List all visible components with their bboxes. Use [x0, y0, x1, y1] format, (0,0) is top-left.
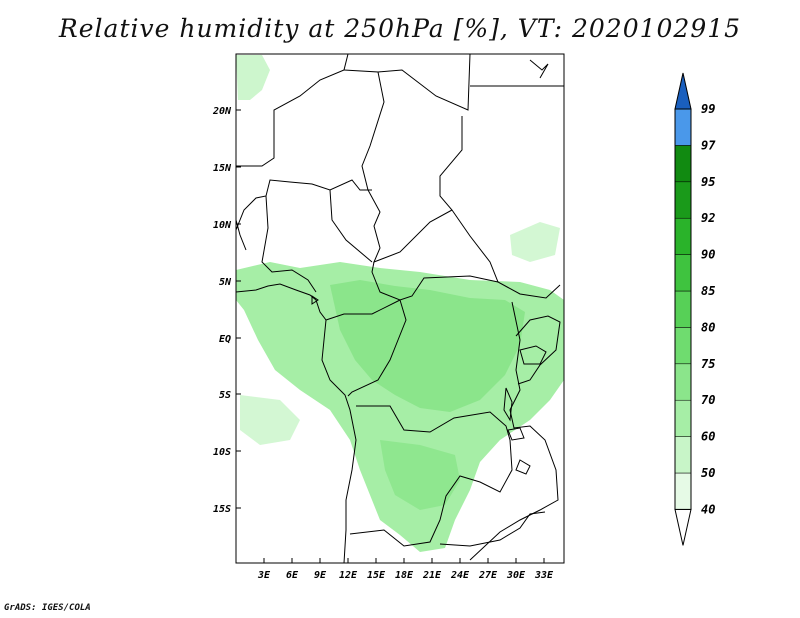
lon-label: 27E	[478, 570, 498, 581]
lon-label: 6E	[286, 570, 299, 581]
colorbar-label: 95	[701, 175, 715, 189]
humidity-field-south	[240, 395, 300, 445]
colorbar-label: 75	[701, 357, 715, 371]
humidity-field-south-core	[380, 440, 460, 510]
lat-label: 5S	[219, 390, 231, 401]
longitude-axis: 3E 6E 9E 12E 15E 18E 21E 24E 27E 30E 33E	[257, 558, 554, 581]
map-title: Relative humidity at 250hPa [%], VT: 202…	[58, 14, 742, 43]
lon-label: 15E	[367, 570, 386, 581]
colorbar-under-triangle	[674, 508, 692, 546]
colorbar-over-triangle	[674, 72, 692, 110]
colorbar-segment	[674, 217, 692, 255]
colorbar-segment	[674, 399, 692, 437]
lakes	[311, 59, 549, 475]
lon-label: 24E	[450, 570, 470, 581]
lat-label: 20N	[212, 106, 232, 117]
colorbar-label: 50	[701, 466, 715, 480]
grads-credit: GrADS: IGES/COLA	[4, 603, 91, 613]
colorbar-label: 85	[701, 284, 715, 298]
colorbar-label: 80	[701, 320, 715, 334]
lat-label: 15S	[213, 504, 231, 515]
lat-label: 10S	[213, 447, 231, 458]
colorbar-label: 97	[701, 138, 716, 152]
lon-label: 33E	[534, 570, 554, 581]
lon-label: 12E	[339, 570, 358, 581]
lon-label: 21E	[422, 570, 442, 581]
lon-label: 18E	[395, 570, 414, 581]
humidity-field-east	[510, 222, 560, 262]
humidity-shading	[236, 55, 564, 552]
colorbar-segment	[674, 108, 692, 146]
colorbar-segment	[674, 181, 692, 219]
colorbar-label: 90	[701, 248, 715, 262]
lat-label: 10N	[213, 220, 232, 231]
lon-label: 3E	[257, 570, 271, 581]
colorbar-segment	[674, 472, 692, 510]
colorbar-label: 70	[701, 393, 715, 407]
latitude-axis: 20N 15N 10N 5N EQ 5S 10S 15S	[212, 106, 241, 515]
humidity-field-north	[236, 55, 270, 100]
colorbar-label: 40	[701, 502, 715, 516]
colorbar-segment	[674, 436, 692, 474]
colorbar-label: 99	[701, 102, 715, 116]
colorbar-segment	[674, 327, 692, 365]
lat-label: 15N	[213, 163, 232, 174]
colorbar-label: 92	[701, 211, 715, 225]
lon-label: 9E	[314, 570, 327, 581]
colorbar-segment	[674, 290, 692, 328]
colorbar-segment	[674, 254, 692, 292]
lon-label: 30E	[506, 570, 526, 581]
colorbar: 40 50 60 70 75 80 85 90 92 95 97 99	[674, 72, 716, 546]
map-frame	[235, 53, 565, 564]
lat-label: EQ	[219, 334, 231, 345]
colorbar-segment	[674, 145, 692, 183]
colorbar-outline	[674, 108, 692, 510]
lat-label: 5N	[219, 277, 232, 288]
colorbar-segment	[674, 363, 692, 401]
colorbar-label: 60	[701, 430, 715, 444]
country-borders	[236, 54, 564, 563]
